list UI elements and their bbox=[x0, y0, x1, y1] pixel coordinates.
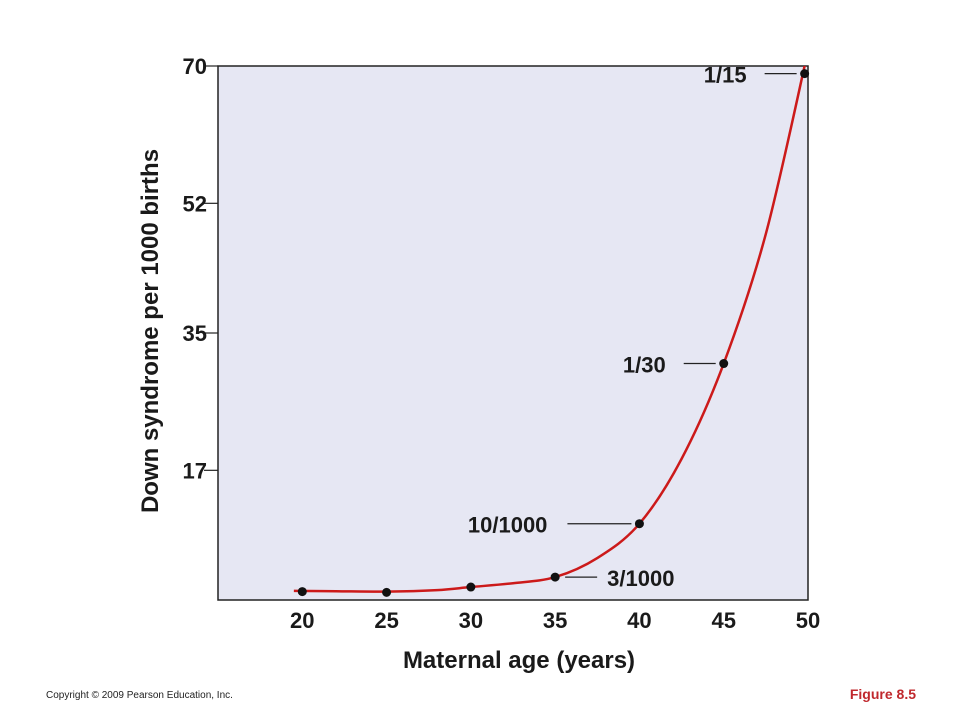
data-point-30 bbox=[466, 582, 476, 592]
data-point-20 bbox=[297, 587, 307, 597]
data-point-40 bbox=[634, 519, 644, 529]
x-tick-label-40: 40 bbox=[627, 608, 651, 633]
data-point-35 bbox=[550, 572, 560, 582]
data-point-25 bbox=[382, 587, 392, 597]
x-tick-label-30: 30 bbox=[459, 608, 483, 633]
copyright-notice: Copyright © 2009 Pearson Education, Inc. bbox=[46, 690, 233, 701]
data-point-49.8 bbox=[800, 69, 810, 79]
x-tick-label-50: 50 bbox=[796, 608, 820, 633]
data-curve bbox=[293, 66, 806, 593]
x-tick-label-20: 20 bbox=[290, 608, 314, 633]
figure-label: Figure 8.5 bbox=[849, 686, 916, 702]
x-tick-label-35: 35 bbox=[543, 608, 567, 633]
data-point-45 bbox=[719, 359, 729, 369]
annotation-label-1: 1/30 bbox=[623, 353, 666, 378]
y-tick-label-70: 70 bbox=[183, 54, 207, 79]
plot-area bbox=[217, 65, 809, 601]
y-tick-label-52: 52 bbox=[183, 191, 207, 216]
annotation-label-2: 10/1000 bbox=[468, 513, 548, 538]
y-tick-label-35: 35 bbox=[183, 321, 207, 346]
x-axis-title: Maternal age (years) bbox=[403, 647, 635, 674]
x-tick-label-45: 45 bbox=[711, 608, 735, 633]
x-tick-label-25: 25 bbox=[374, 608, 398, 633]
annotation-label-3: 3/1000 bbox=[607, 566, 674, 591]
annotation-label-0: 1/15 bbox=[704, 63, 747, 88]
y-axis-title: Down syndrome per 1000 births bbox=[137, 149, 164, 513]
y-tick-label-17: 17 bbox=[183, 458, 207, 483]
